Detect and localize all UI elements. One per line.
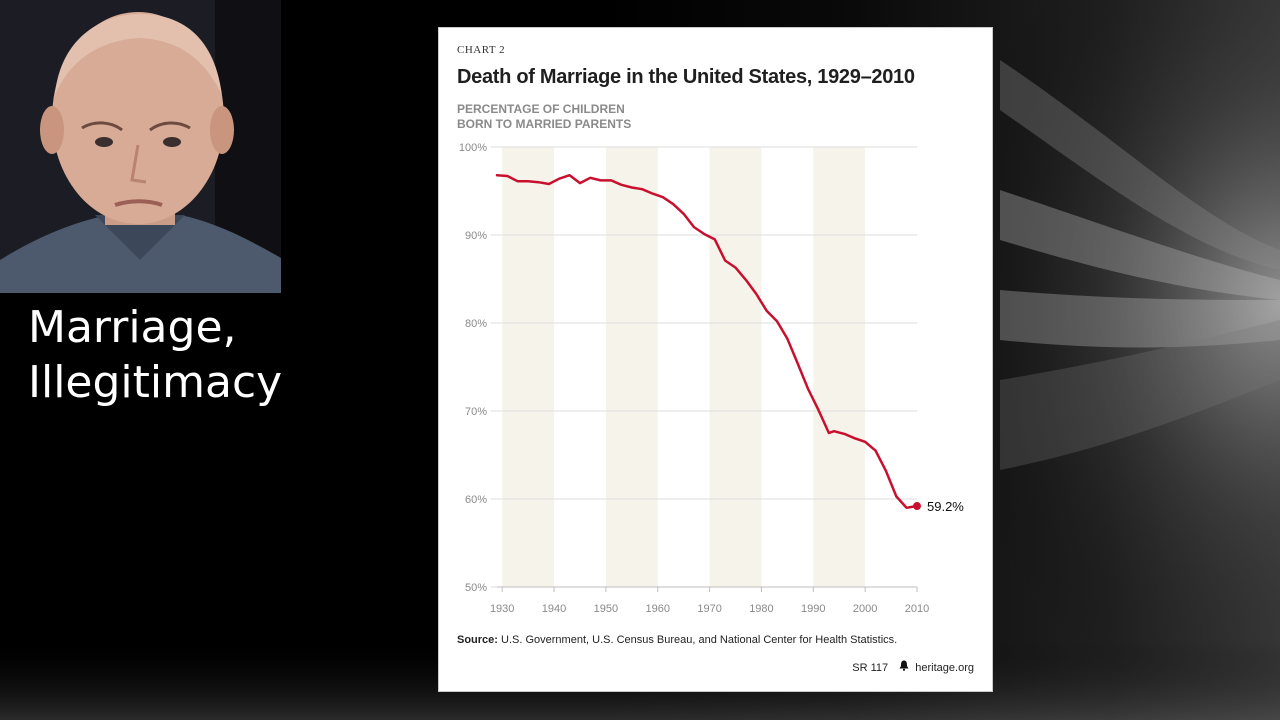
chart-source-text: U.S. Government, U.S. Census Bureau, and…: [501, 634, 898, 646]
y-tick-label-60: 60%: [465, 494, 487, 506]
report-id: SR 117: [852, 662, 889, 674]
slide-heading-line-1: Marriage,: [28, 302, 237, 353]
y-tick-label-50: 50%: [465, 582, 487, 594]
presenter-image: [0, 0, 281, 293]
chart-eyebrow: CHART 2: [457, 44, 506, 56]
decade-band-0: [502, 147, 555, 587]
x-tick-label-2000: 2000: [853, 603, 877, 615]
liberty-bell-icon: [899, 660, 912, 674]
decade-band-2: [709, 147, 762, 587]
x-tick-label-1990: 1990: [801, 603, 825, 615]
presenter-webcam: [0, 0, 281, 293]
decade-band-3: [813, 147, 866, 587]
y-tick-label-80: 80%: [465, 318, 487, 330]
chart-card: 50% 60% 70% 80% 90% 100% 1930 1940 1950 1960 1970 1…: [438, 27, 993, 692]
y-tick-label-90: 90%: [465, 230, 487, 242]
series-end-point: [913, 502, 921, 511]
end-value-label: 59.2%: [927, 499, 964, 514]
chart-subtitle-line-1: PERCENTAGE OF CHILDREN: [457, 102, 625, 116]
x-tick-label-1930: 1930: [490, 603, 514, 615]
x-tick-label-1960: 1960: [645, 603, 669, 615]
chart-source-label: Source:: [457, 634, 498, 646]
y-tick-label-100: 100%: [459, 142, 487, 154]
series-line: [495, 173, 919, 510]
brand-link[interactable]: heritage.org: [915, 662, 974, 674]
chart-subtitle-line-2: BORN TO MARRIED PARENTS: [457, 117, 632, 131]
chart-footer: SR 117 heritage.org: [852, 660, 974, 674]
x-tick-label-1940: 1940: [542, 603, 566, 615]
x-tick-label-1980: 1980: [749, 603, 773, 615]
x-tick-label-2010: 2010: [905, 603, 929, 615]
x-tick-label-1970: 1970: [697, 603, 721, 615]
y-tick-label-70: 70%: [465, 406, 487, 418]
decade-band-1: [605, 147, 658, 587]
slide-heading-line-2: Illegitimacy: [28, 357, 283, 408]
slide-heading: Marriage, Illegitimacy: [28, 300, 348, 410]
chart-source: Source: U.S. Government, U.S. Census Bur…: [457, 634, 977, 646]
x-tick-label-1950: 1950: [594, 603, 618, 615]
chart-title: Death of Marriage in the United States, …: [457, 66, 915, 88]
chart-subtitle: PERCENTAGE OF CHILDREN BORN TO MARRIED P…: [457, 102, 757, 132]
chart-plot: 50% 60% 70% 80% 90% 100% 1930 1940 1950 1960 1970 1…: [459, 142, 964, 615]
